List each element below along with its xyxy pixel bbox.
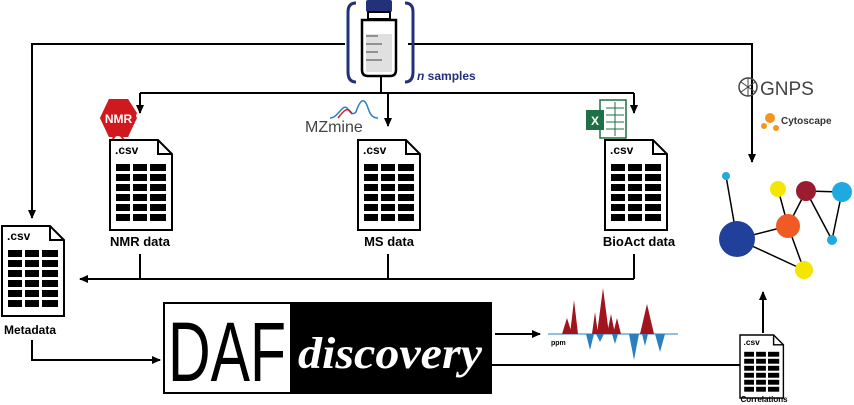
cytoscape-logo-text: Cytoscape: [781, 116, 832, 127]
ms-data-label: MS data: [364, 234, 415, 249]
correlations-label: Correlations: [740, 395, 788, 404]
discovery-logo-text: discovery: [298, 329, 483, 378]
excel-icon: X: [586, 99, 627, 139]
ms-csv-label: .csv: [363, 143, 387, 157]
mzmine-logo-icon: MZmine: [305, 100, 379, 136]
arrow-vial-to-metadata: [28, 43, 345, 219]
metadata-csv-label: .csv: [7, 229, 31, 243]
spectrum-positive-peaks: [562, 288, 654, 334]
daf-discovery-logo: DAF discovery: [163, 302, 492, 399]
connector-lines: [28, 43, 767, 366]
network-node: [770, 181, 786, 197]
bioact-csv-label: .csv: [610, 143, 634, 157]
metadata-csv-file: .csv: [1, 225, 65, 317]
spectrum-plot: ppm: [548, 288, 678, 360]
network-node: [719, 221, 755, 257]
nmr-logo-text: NMR: [105, 112, 133, 126]
network-node: [776, 214, 800, 238]
network-node: [796, 181, 816, 201]
correlations-csv-file: .csv: [739, 334, 785, 399]
nmr-csv-file: .csv: [109, 139, 173, 231]
bioact-data-label: BioAct data: [603, 234, 676, 249]
metadata-label: Metadata: [4, 323, 56, 337]
network-node: [722, 172, 730, 180]
network-node: [827, 235, 837, 245]
vial-bracket-right: [404, 1, 415, 84]
arrow-metadata-to-daf: [31, 340, 161, 364]
ms-csv-file: .csv: [357, 139, 421, 231]
network-node: [795, 261, 813, 279]
bioact-csv-file: .csv: [604, 139, 668, 231]
cytoscape-logo-icon: Cytoscape: [761, 113, 832, 131]
correlations-csv-label: .csv: [744, 337, 761, 347]
nmr-csv-label: .csv: [115, 143, 139, 157]
samples-label: n samples: [417, 69, 476, 83]
spectrum-negative-peaks: [586, 334, 665, 360]
mzmine-logo-text: MZmine: [305, 119, 363, 136]
vial-cap: [366, 0, 392, 12]
spectrum-axis-label: ppm: [551, 340, 566, 347]
nmr-logo-icon: NMR: [100, 99, 137, 146]
nmr-data-label: NMR data: [110, 234, 171, 249]
network-graph: [719, 172, 852, 279]
network-node: [832, 182, 852, 202]
gnps-logo-text: GNPS: [760, 79, 814, 100]
gnps-logo-icon: GNPS: [738, 77, 814, 100]
arrow-vial-to-network: [408, 43, 756, 163]
excel-icon-letter: X: [591, 114, 599, 128]
vial-bracket-left: [346, 1, 357, 84]
daf-logo-text: DAF: [168, 305, 286, 399]
sample-vial: [346, 0, 415, 84]
